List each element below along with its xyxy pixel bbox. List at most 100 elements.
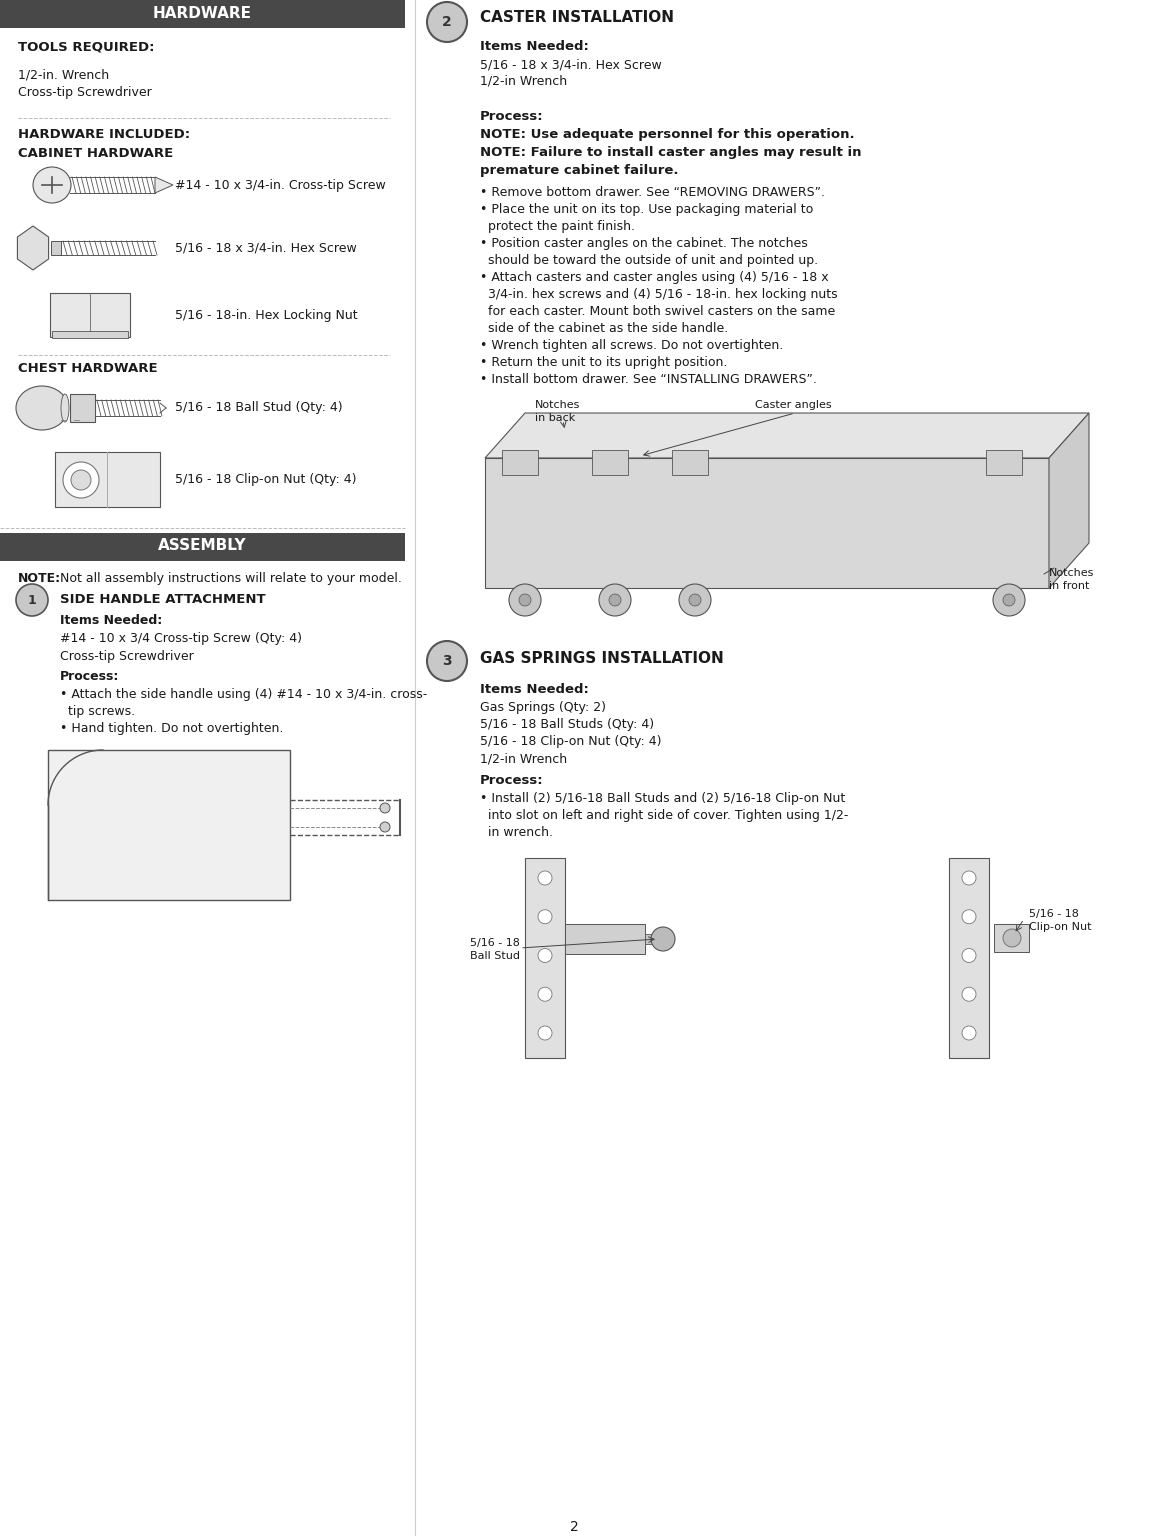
Text: 5/16 - 18 Ball Studs (Qty: 4): 5/16 - 18 Ball Studs (Qty: 4) bbox=[480, 717, 654, 731]
Text: 2: 2 bbox=[570, 1521, 578, 1534]
Text: 3: 3 bbox=[442, 654, 452, 668]
Text: #14 - 10 x 3/4-in. Cross-tip Screw: #14 - 10 x 3/4-in. Cross-tip Screw bbox=[175, 178, 386, 192]
Text: ASSEMBLY: ASSEMBLY bbox=[159, 538, 247, 553]
Text: SIDE HANDLE ATTACHMENT: SIDE HANDLE ATTACHMENT bbox=[60, 593, 265, 607]
Text: in wrench.: in wrench. bbox=[480, 826, 553, 839]
Text: • Return the unit to its upright position.: • Return the unit to its upright positio… bbox=[480, 356, 727, 369]
Text: protect the paint finish.: protect the paint finish. bbox=[480, 220, 635, 233]
Circle shape bbox=[599, 584, 631, 616]
Text: Notches: Notches bbox=[535, 399, 580, 410]
Circle shape bbox=[609, 594, 620, 607]
Text: 1/2-in. Wrench: 1/2-in. Wrench bbox=[18, 68, 109, 81]
Bar bbox=[592, 450, 629, 475]
Circle shape bbox=[962, 988, 976, 1001]
Bar bbox=[55, 452, 160, 507]
Text: CASTER INSTALLATION: CASTER INSTALLATION bbox=[480, 11, 674, 25]
Circle shape bbox=[962, 1026, 976, 1040]
Bar bbox=[565, 925, 645, 954]
Text: Cross-tip Screwdriver: Cross-tip Screwdriver bbox=[60, 650, 194, 664]
Text: HARDWARE: HARDWARE bbox=[153, 6, 252, 22]
Text: • Attach the side handle using (4) #14 - 10 x 3/4-in. cross-: • Attach the side handle using (4) #14 -… bbox=[60, 688, 427, 700]
Text: • Wrench tighten all screws. Do not overtighten.: • Wrench tighten all screws. Do not over… bbox=[480, 339, 784, 352]
Text: Items Needed:: Items Needed: bbox=[480, 40, 589, 54]
Text: 5/16 - 18 Ball Stud (Qty: 4): 5/16 - 18 Ball Stud (Qty: 4) bbox=[175, 401, 342, 415]
Circle shape bbox=[509, 584, 541, 616]
Circle shape bbox=[538, 988, 552, 1001]
Circle shape bbox=[16, 584, 48, 616]
Ellipse shape bbox=[16, 386, 68, 430]
Text: Cross-tip Screwdriver: Cross-tip Screwdriver bbox=[18, 86, 152, 98]
Polygon shape bbox=[485, 458, 1049, 588]
Text: CABINET HARDWARE: CABINET HARDWARE bbox=[18, 147, 173, 160]
Circle shape bbox=[538, 871, 552, 885]
Circle shape bbox=[1003, 929, 1021, 948]
Bar bbox=[51, 241, 61, 255]
Ellipse shape bbox=[33, 167, 71, 203]
Text: 1: 1 bbox=[28, 593, 37, 607]
Circle shape bbox=[679, 584, 711, 616]
Circle shape bbox=[651, 928, 674, 951]
Circle shape bbox=[380, 803, 390, 813]
Polygon shape bbox=[1049, 413, 1089, 588]
Text: NOTE: Use adequate personnel for this operation.: NOTE: Use adequate personnel for this op… bbox=[480, 127, 855, 141]
Bar bbox=[645, 934, 663, 945]
Text: Clip-on Nut: Clip-on Nut bbox=[1030, 922, 1092, 932]
Circle shape bbox=[538, 949, 552, 963]
Bar bbox=[525, 859, 565, 1058]
Bar bbox=[52, 330, 128, 338]
Text: GAS SPRINGS INSTALLATION: GAS SPRINGS INSTALLATION bbox=[480, 651, 724, 667]
Circle shape bbox=[519, 594, 531, 607]
Text: 5/16 - 18: 5/16 - 18 bbox=[470, 938, 519, 948]
Circle shape bbox=[538, 909, 552, 923]
Text: 1/2-in Wrench: 1/2-in Wrench bbox=[480, 75, 568, 88]
Text: 5/16 - 18 Clip-on Nut (Qty: 4): 5/16 - 18 Clip-on Nut (Qty: 4) bbox=[175, 473, 356, 487]
Circle shape bbox=[993, 584, 1025, 616]
Text: • Position caster angles on the cabinet. The notches: • Position caster angles on the cabinet.… bbox=[480, 237, 808, 250]
Text: tip screws.: tip screws. bbox=[60, 705, 136, 717]
Circle shape bbox=[538, 1026, 552, 1040]
Text: in back: in back bbox=[535, 413, 576, 422]
Text: HARDWARE INCLUDED:: HARDWARE INCLUDED: bbox=[18, 127, 190, 141]
Text: 5/16 - 18-in. Hex Locking Nut: 5/16 - 18-in. Hex Locking Nut bbox=[175, 309, 357, 321]
Circle shape bbox=[1003, 594, 1015, 607]
Text: Process:: Process: bbox=[480, 774, 543, 786]
Circle shape bbox=[71, 470, 91, 490]
Polygon shape bbox=[155, 177, 173, 194]
Text: CHEST HARDWARE: CHEST HARDWARE bbox=[18, 362, 157, 375]
Text: • Install bottom drawer. See “INSTALLING DRAWERS”.: • Install bottom drawer. See “INSTALLING… bbox=[480, 373, 817, 386]
Text: • Place the unit on its top. Use packaging material to: • Place the unit on its top. Use packagi… bbox=[480, 203, 813, 217]
Text: 1/2-in Wrench: 1/2-in Wrench bbox=[480, 753, 568, 765]
Circle shape bbox=[689, 594, 701, 607]
Bar bbox=[51, 293, 130, 336]
Text: • Attach casters and caster angles using (4) 5/16 - 18 x: • Attach casters and caster angles using… bbox=[480, 270, 828, 284]
Bar bbox=[70, 395, 95, 422]
Text: 5/16 - 18 x 3/4-in. Hex Screw: 5/16 - 18 x 3/4-in. Hex Screw bbox=[175, 241, 356, 255]
Bar bbox=[986, 450, 1021, 475]
Text: Process:: Process: bbox=[480, 111, 543, 123]
Text: Items Needed:: Items Needed: bbox=[480, 684, 589, 696]
Text: into slot on left and right side of cover. Tighten using 1/2-: into slot on left and right side of cove… bbox=[480, 809, 848, 822]
Text: side of the cabinet as the side handle.: side of the cabinet as the side handle. bbox=[480, 323, 728, 335]
Text: 5/16 - 18: 5/16 - 18 bbox=[1030, 909, 1079, 919]
Ellipse shape bbox=[61, 395, 69, 422]
Text: 3/4-in. hex screws and (4) 5/16 - 18-in. hex locking nuts: 3/4-in. hex screws and (4) 5/16 - 18-in.… bbox=[480, 289, 838, 301]
Text: should be toward the outside of unit and pointed up.: should be toward the outside of unit and… bbox=[480, 253, 818, 267]
Circle shape bbox=[427, 2, 466, 41]
Text: Process:: Process: bbox=[60, 670, 119, 684]
Bar bbox=[0, 533, 404, 561]
Circle shape bbox=[962, 909, 976, 923]
Text: #14 - 10 x 3/4 Cross-tip Screw (Qty: 4): #14 - 10 x 3/4 Cross-tip Screw (Qty: 4) bbox=[60, 631, 302, 645]
Text: Items Needed:: Items Needed: bbox=[60, 614, 162, 627]
Circle shape bbox=[962, 871, 976, 885]
Bar bbox=[994, 925, 1030, 952]
Text: for each caster. Mount both swivel casters on the same: for each caster. Mount both swivel caste… bbox=[480, 306, 835, 318]
Text: • Remove bottom drawer. See “REMOVING DRAWERS”.: • Remove bottom drawer. See “REMOVING DR… bbox=[480, 186, 825, 200]
Circle shape bbox=[962, 949, 976, 963]
Text: Caster angles: Caster angles bbox=[755, 399, 832, 410]
Text: Not all assembly instructions will relate to your model.: Not all assembly instructions will relat… bbox=[56, 571, 402, 585]
Text: NOTE:: NOTE: bbox=[18, 571, 61, 585]
Circle shape bbox=[380, 822, 390, 833]
Text: 5/16 - 18 x 3/4-in. Hex Screw: 5/16 - 18 x 3/4-in. Hex Screw bbox=[480, 58, 662, 71]
Bar bbox=[502, 450, 538, 475]
Text: Notches: Notches bbox=[1049, 568, 1094, 578]
